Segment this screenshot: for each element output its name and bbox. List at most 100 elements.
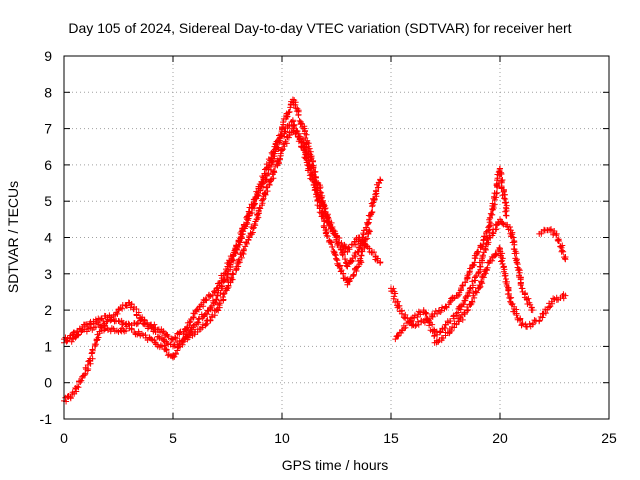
data-point-fill	[550, 295, 557, 302]
data-point-fill	[501, 272, 508, 279]
data-point-fill	[209, 297, 216, 304]
data-point-fill	[221, 277, 228, 284]
data-point-fill	[436, 329, 443, 336]
data-point-fill	[138, 330, 145, 337]
data-point-fill	[324, 233, 331, 240]
data-point-fill	[68, 338, 75, 345]
data-point-fill	[548, 226, 555, 233]
data-point-fill	[406, 318, 413, 325]
data-point-fill	[133, 306, 140, 313]
data-point-fill	[203, 311, 210, 318]
data-point-fill	[324, 218, 331, 225]
data-point-fill	[459, 316, 466, 323]
data-point-fill	[114, 310, 121, 317]
data-point-fill	[164, 340, 171, 347]
data-point-fill	[501, 266, 508, 273]
data-point-fill	[446, 299, 453, 306]
data-point-fill	[554, 236, 561, 243]
data-point-fill	[373, 188, 380, 195]
data-point-fill	[120, 327, 127, 334]
data-point-fill	[141, 316, 148, 323]
data-point-fill	[465, 306, 472, 313]
data-point	[202, 296, 209, 303]
data-point	[257, 205, 264, 212]
data-point-fill	[236, 256, 243, 263]
data-point-fill	[98, 324, 105, 331]
data-point-fill	[84, 362, 91, 369]
data-point	[224, 285, 231, 292]
data-point-fill	[305, 154, 312, 161]
data-point	[213, 296, 220, 303]
data-point-fill	[88, 321, 95, 328]
data-point-fill	[341, 248, 348, 255]
data-point-fill	[211, 300, 218, 307]
data-point-fill	[484, 235, 491, 242]
data-point-fill	[302, 147, 309, 154]
data-point-fill	[176, 329, 183, 336]
data-point-fill	[236, 259, 243, 266]
data-point	[503, 212, 510, 219]
axis-ticks: -1 0 1 2 3 4 5 6 7 8 9 0 5 10 15 20 25	[40, 48, 617, 446]
data-point-fill	[346, 246, 353, 253]
data-point-fill	[498, 170, 505, 177]
data-point-fill	[516, 269, 523, 276]
data-point-fill	[422, 309, 429, 316]
data-point	[333, 256, 340, 263]
data-point	[377, 259, 384, 266]
data-point-fill	[366, 228, 373, 235]
data-point-fill	[546, 226, 553, 233]
data-point-fill	[488, 211, 495, 218]
y-axis-label: SDTVAR / TECUs	[5, 181, 21, 293]
data-point-fill	[415, 321, 422, 328]
data-point-fill	[559, 247, 566, 254]
data-point-fill	[75, 384, 82, 391]
data-point-fill	[236, 238, 243, 245]
data-point-fill	[152, 328, 159, 335]
data-point-fill	[319, 200, 326, 207]
data-point-fill	[280, 121, 287, 128]
data-point-fill	[321, 203, 328, 210]
y-tick-label: 9	[44, 48, 52, 64]
data-point-fill	[350, 271, 357, 278]
data-point-fill	[220, 276, 227, 283]
data-point-fill	[560, 248, 567, 255]
data-point-fill	[464, 293, 471, 300]
data-point-fill	[338, 240, 345, 247]
data-point-fill	[311, 179, 318, 186]
data-point-fill	[515, 265, 522, 272]
data-point-fill	[104, 316, 111, 323]
data-point-fill	[128, 325, 135, 332]
data-point	[392, 336, 399, 343]
data-point-fill	[434, 310, 441, 317]
x-tick-label: 5	[169, 430, 177, 446]
chart-title: Day 105 of 2024, Sidereal Day-to-day VTE…	[68, 20, 571, 36]
data-point-fill	[342, 256, 349, 263]
data-point-fill	[365, 220, 372, 227]
data-point-fill	[241, 246, 248, 253]
data-point-fill	[468, 298, 475, 305]
data-point-fill	[414, 313, 421, 320]
data-point-fill	[123, 302, 130, 309]
data-point-fill	[286, 108, 293, 115]
data-point-fill	[447, 318, 454, 325]
data-point-fill	[325, 214, 332, 221]
data-point	[74, 383, 81, 390]
data-point-fill	[536, 317, 543, 324]
data-point-fill	[472, 288, 479, 295]
data-point-fill	[484, 264, 491, 271]
data-point-fill	[263, 184, 270, 191]
data-point-fill	[165, 333, 172, 340]
data-point-fill	[423, 310, 430, 317]
data-point-fill	[242, 243, 249, 250]
data-point-fill	[488, 253, 495, 260]
data-point-fill	[292, 130, 299, 137]
data-point-fill	[391, 293, 398, 300]
data-point-fill	[64, 393, 71, 400]
data-point-fill	[193, 307, 200, 314]
data-point-fill	[369, 209, 376, 216]
data-point-fill	[194, 319, 201, 326]
data-point-fill	[74, 332, 81, 339]
y-tick-label: 0	[44, 375, 52, 391]
data-point-fill	[320, 223, 327, 230]
data-point-fill	[489, 229, 496, 236]
